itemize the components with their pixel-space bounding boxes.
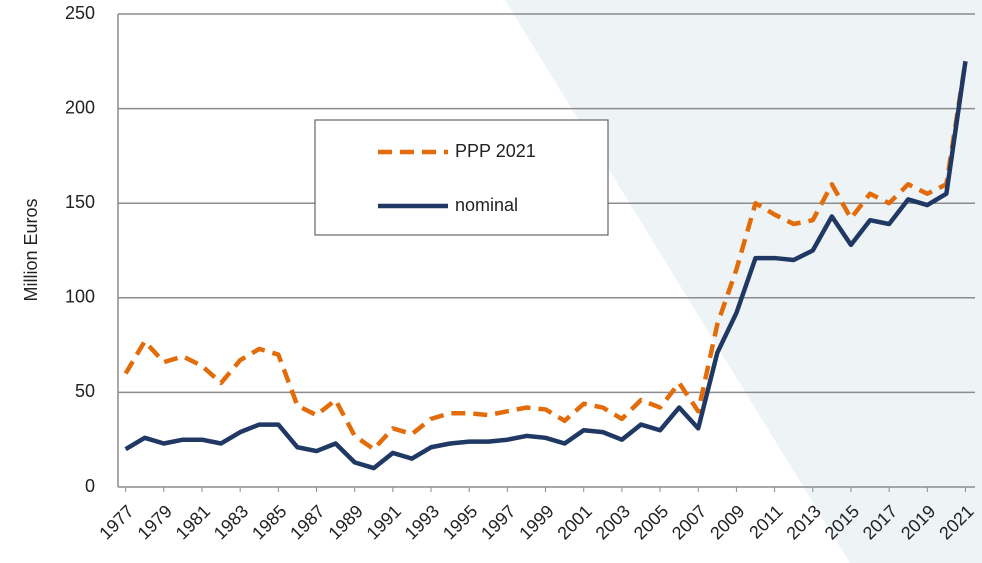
x-tick-label: 2003 [592,501,634,543]
y-tick-label: 50 [75,381,95,401]
x-tick-label: 2009 [706,501,748,543]
x-tick-label: 1997 [477,501,519,543]
y-tick-label: 150 [65,192,95,212]
x-tick-label: 2005 [630,501,672,543]
background-shade [505,0,982,563]
legend-box [314,119,609,236]
legend: PPP 2021 nominal [314,119,609,236]
x-tick-label: 1981 [172,501,214,543]
x-tick-label: 2007 [668,501,710,543]
legend-label: PPP 2021 [455,141,536,161]
x-tick-label: 1995 [439,501,481,543]
x-tick-label: 2011 [745,501,787,543]
series-line [123,60,968,452]
x-tick-label: 1985 [248,501,290,543]
y-tick-label: 250 [65,3,95,23]
x-tick-label: 1989 [324,501,366,543]
x-tick-label: 1983 [210,501,252,543]
y-tick-label: 0 [85,476,95,496]
x-tick-label: 1979 [134,501,176,543]
x-tick-label: 1987 [286,501,328,543]
legend-label: nominal [455,195,518,215]
series-line [124,60,968,471]
x-tick-label: 1993 [401,501,443,543]
y-axis-label: Million Euros [21,198,41,301]
y-tick-label: 200 [65,97,95,117]
x-tick-label: 2001 [553,501,595,543]
x-tick-label: 1991 [363,501,405,543]
x-tick-label: 1977 [95,501,137,543]
x-tick-label: 1999 [515,501,557,543]
y-tick-label: 100 [65,287,95,307]
